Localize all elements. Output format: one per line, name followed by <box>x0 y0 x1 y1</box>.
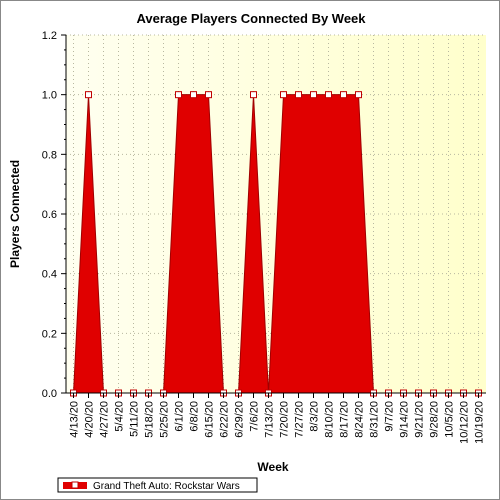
y-tick-label: 0.4 <box>42 269 57 281</box>
data-point-marker <box>250 91 257 99</box>
legend-box <box>57 477 258 493</box>
x-tick-label: 5/11/20 <box>129 401 141 437</box>
data-point-marker <box>295 91 302 99</box>
chart-title: Average Players Connected By Week <box>136 11 366 26</box>
x-tick-label: 9/14/20 <box>399 401 411 438</box>
legend-label: Grand Theft Auto: Rockstar Wars <box>93 481 240 492</box>
y-tick-label: 0.8 <box>42 149 57 161</box>
x-tick-label: 10/5/20 <box>444 401 456 438</box>
x-tick-label: 6/1/20 <box>174 401 186 432</box>
x-tick-label: 7/13/20 <box>264 401 276 438</box>
data-point-marker <box>190 91 197 99</box>
x-tick-label: 9/7/20 <box>384 401 396 432</box>
data-point-marker <box>205 91 212 99</box>
x-tick-label: 9/28/20 <box>429 401 441 438</box>
x-ticks: 4/13/20 4/20/20 4/27/20 5/4/20 5/11/20 5/18/2… <box>69 393 486 444</box>
data-point-marker <box>175 91 182 99</box>
data-point-marker <box>340 91 347 99</box>
data-point-marker <box>355 91 362 99</box>
x-tick-label: 4/20/20 <box>84 401 96 438</box>
x-tick-label: 8/24/20 <box>354 401 366 438</box>
data-point-marker <box>325 91 332 99</box>
x-tick-label: 9/21/20 <box>414 401 426 438</box>
y-tick-label: 0.6 <box>42 209 57 221</box>
x-tick-label: 6/29/20 <box>234 401 246 438</box>
x-tick-label: 5/4/20 <box>114 401 126 432</box>
y-ticks: 0.0 0.2 0.4 0.6 0.8 1.0 1.2 <box>42 30 66 400</box>
legend: Grand Theft Auto: Rockstar Wars <box>57 477 258 493</box>
x-tick-label: 5/18/20 <box>144 401 156 438</box>
x-tick-label: 10/19/20 <box>474 401 486 444</box>
x-tick-label: 4/27/20 <box>99 401 111 438</box>
y-tick-label: 0.2 <box>42 328 57 340</box>
y-axis-title: Players Connected <box>8 160 22 268</box>
data-point-marker <box>280 91 287 99</box>
x-tick-label: 8/17/20 <box>339 401 351 438</box>
data-point-marker <box>85 91 92 99</box>
x-tick-label: 8/3/20 <box>309 401 321 432</box>
x-axis-title: Week <box>257 460 288 474</box>
y-tick-label: 0.0 <box>42 388 57 400</box>
x-tick-label: 10/12/20 <box>459 401 471 444</box>
x-tick-label: 7/20/20 <box>279 401 291 438</box>
x-tick-label: 8/10/20 <box>324 401 336 438</box>
x-tick-label: 6/15/20 <box>204 401 216 438</box>
data-point-marker <box>310 91 317 99</box>
x-tick-label: 6/22/20 <box>219 401 231 438</box>
legend-marker <box>71 481 79 489</box>
x-tick-label: 4/13/20 <box>69 401 81 438</box>
x-tick-label: 8/31/20 <box>369 401 381 438</box>
x-tick-label: 6/8/20 <box>189 401 201 432</box>
x-tick-label: 5/25/20 <box>159 401 171 438</box>
y-tick-label: 1.2 <box>42 30 57 42</box>
x-tick-label: 7/6/20 <box>249 401 261 432</box>
y-tick-label: 1.0 <box>42 90 57 102</box>
x-tick-label: 7/27/20 <box>294 401 306 438</box>
